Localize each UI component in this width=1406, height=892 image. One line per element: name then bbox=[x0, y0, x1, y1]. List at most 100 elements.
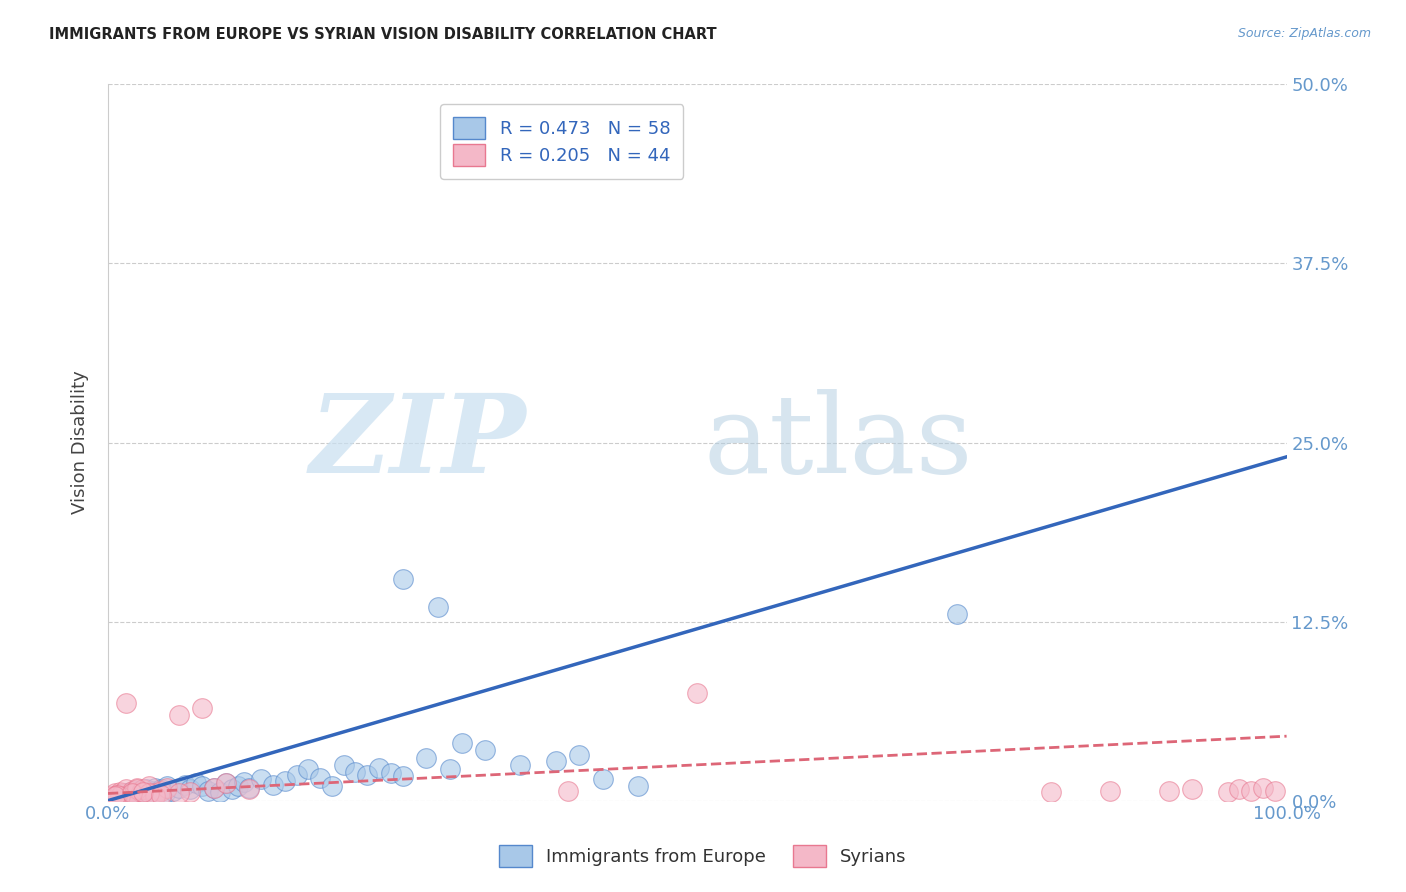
Point bbox=[309, 771, 332, 785]
Point bbox=[173, 778, 195, 792]
Point bbox=[153, 787, 176, 801]
Point bbox=[232, 775, 254, 789]
Point bbox=[167, 780, 190, 795]
Point bbox=[332, 757, 354, 772]
Point bbox=[509, 757, 531, 772]
Point bbox=[391, 572, 413, 586]
Point bbox=[1157, 783, 1180, 797]
Point bbox=[1216, 785, 1239, 799]
Point bbox=[1251, 780, 1274, 795]
Point bbox=[1098, 783, 1121, 797]
Point bbox=[1181, 782, 1204, 797]
Point bbox=[108, 789, 131, 804]
Point bbox=[143, 780, 166, 795]
Point bbox=[191, 700, 214, 714]
Point bbox=[262, 778, 284, 792]
Point bbox=[138, 779, 160, 793]
Point bbox=[391, 769, 413, 783]
Point bbox=[202, 780, 225, 795]
Text: IMMIGRANTS FROM EUROPE VS SYRIAN VISION DISABILITY CORRELATION CHART: IMMIGRANTS FROM EUROPE VS SYRIAN VISION … bbox=[49, 27, 717, 42]
Point bbox=[186, 776, 208, 790]
Point bbox=[143, 787, 166, 801]
Point bbox=[132, 785, 155, 799]
Point bbox=[135, 782, 157, 797]
Point bbox=[127, 780, 149, 795]
Point bbox=[132, 782, 155, 797]
Point bbox=[104, 789, 127, 804]
Text: ZIP: ZIP bbox=[309, 389, 526, 496]
Point bbox=[143, 789, 166, 804]
Text: Source: ZipAtlas.com: Source: ZipAtlas.com bbox=[1237, 27, 1371, 40]
Point bbox=[114, 787, 136, 801]
Point bbox=[1240, 783, 1263, 797]
Point bbox=[202, 780, 225, 795]
Point bbox=[121, 787, 143, 801]
Point bbox=[221, 782, 243, 797]
Legend: Immigrants from Europe, Syrians: Immigrants from Europe, Syrians bbox=[492, 838, 914, 874]
Point bbox=[156, 779, 179, 793]
Point bbox=[226, 779, 249, 793]
Point bbox=[118, 788, 141, 802]
Point bbox=[1039, 785, 1062, 799]
Point bbox=[285, 768, 308, 782]
Point bbox=[415, 750, 437, 764]
Text: atlas: atlas bbox=[704, 389, 973, 496]
Point bbox=[450, 736, 472, 750]
Point bbox=[321, 779, 343, 793]
Point bbox=[474, 743, 496, 757]
Point bbox=[197, 783, 219, 797]
Point bbox=[150, 788, 173, 802]
Point bbox=[129, 785, 152, 799]
Point bbox=[129, 788, 152, 802]
Legend: R = 0.473   N = 58, R = 0.205   N = 44: R = 0.473 N = 58, R = 0.205 N = 44 bbox=[440, 104, 683, 179]
Point bbox=[107, 788, 129, 802]
Point bbox=[122, 787, 145, 801]
Point bbox=[356, 768, 378, 782]
Point bbox=[100, 789, 122, 804]
Point bbox=[179, 782, 201, 797]
Point bbox=[945, 607, 967, 622]
Point bbox=[114, 782, 136, 797]
Point bbox=[544, 754, 567, 768]
Point bbox=[274, 773, 297, 788]
Point bbox=[344, 764, 367, 779]
Point bbox=[138, 787, 160, 801]
Point bbox=[557, 783, 579, 797]
Point bbox=[179, 785, 201, 799]
Point bbox=[118, 788, 141, 802]
Point bbox=[1229, 782, 1251, 797]
Point bbox=[627, 779, 650, 793]
Point bbox=[297, 762, 319, 776]
Point bbox=[380, 766, 402, 780]
Point bbox=[1264, 783, 1286, 797]
Point bbox=[191, 779, 214, 793]
Point bbox=[150, 783, 173, 797]
Point bbox=[167, 707, 190, 722]
Point bbox=[592, 772, 614, 786]
Point bbox=[132, 785, 155, 799]
Point bbox=[122, 787, 145, 801]
Point bbox=[107, 788, 129, 802]
Y-axis label: Vision Disability: Vision Disability bbox=[72, 371, 89, 515]
Point bbox=[104, 787, 127, 801]
Point bbox=[121, 785, 143, 799]
Point bbox=[208, 785, 231, 799]
Point bbox=[142, 783, 165, 797]
Point bbox=[167, 787, 190, 801]
Point bbox=[108, 785, 131, 799]
Point bbox=[114, 696, 136, 710]
Point bbox=[146, 785, 169, 799]
Point bbox=[238, 780, 260, 795]
Point bbox=[111, 787, 134, 801]
Point bbox=[215, 776, 238, 790]
Point bbox=[439, 762, 461, 776]
Point bbox=[568, 747, 591, 762]
Point bbox=[121, 783, 143, 797]
Point bbox=[111, 789, 134, 804]
Point bbox=[427, 600, 450, 615]
Point bbox=[107, 789, 129, 804]
Point bbox=[368, 761, 391, 775]
Point bbox=[108, 788, 131, 802]
Point bbox=[127, 783, 149, 797]
Point bbox=[215, 776, 238, 790]
